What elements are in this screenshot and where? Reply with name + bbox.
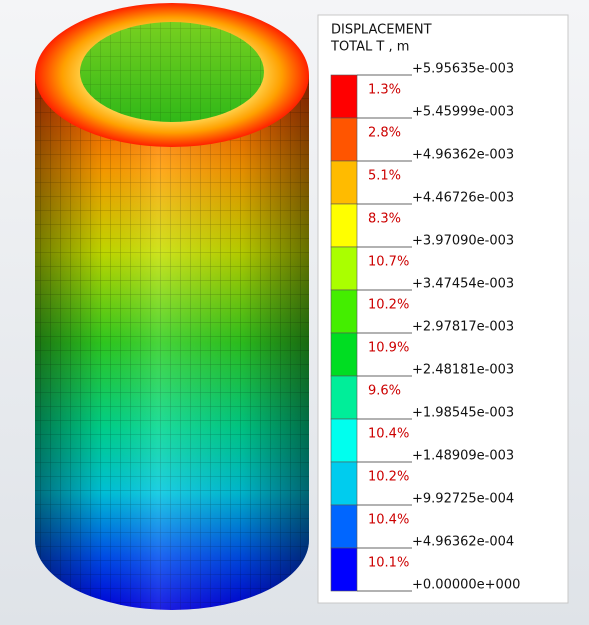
band-percent: 10.2% [368,298,409,313]
limit-label: +2.48181e-003 [412,363,514,378]
color-band [331,204,357,247]
color-band [331,247,357,290]
limit-label: +1.48909e-003 [412,449,514,464]
limit-label: +9.92725e-004 [412,492,514,507]
band-percent: 10.4% [368,427,409,442]
limit-label: +0.00000e+000 [412,578,520,593]
band-percent: 10.4% [368,513,409,528]
screenshot: DISPLACEMENT TOTAL T , m 1.3% 2.8% 5.1% 8.3% 1… [0,0,589,625]
limit-label: +4.96362e-004 [412,535,514,550]
band-percent: 8.3% [368,212,401,227]
limit-label: +3.97090e-003 [412,234,514,249]
cylinder-model [35,3,309,620]
color-band [331,333,357,376]
color-band [331,419,357,462]
limit-label: +1.98545e-003 [412,406,514,421]
color-band [331,290,357,333]
limit-label: +5.95635e-003 [412,62,514,77]
limit-label: +5.45999e-003 [412,105,514,120]
color-band [331,376,357,419]
color-band [331,462,357,505]
color-band [331,548,357,591]
viewport: DISPLACEMENT TOTAL T , m 1.3% 2.8% 5.1% 8.3% 1… [0,0,589,625]
limit-label: +4.46726e-003 [412,191,514,206]
band-percent: 10.1% [368,556,409,571]
color-band [331,118,357,161]
color-band [331,75,357,118]
band-percent: 2.8% [368,126,401,141]
band-percent: 10.2% [368,470,409,485]
band-percent: 5.1% [368,169,401,184]
limit-label: +3.47454e-003 [412,277,514,292]
limit-label: +2.97817e-003 [412,320,514,335]
legend: DISPLACEMENT TOTAL T , m 1.3% 2.8% 5.1% 8.3% 1… [318,15,568,603]
limit-label: +4.96362e-003 [412,148,514,163]
band-percent: 1.3% [368,83,401,98]
band-percent: 9.6% [368,384,401,399]
color-band [331,505,357,548]
band-percent: 10.9% [368,341,409,356]
legend-title: DISPLACEMENT [331,23,432,38]
color-band [331,161,357,204]
legend-title: TOTAL T , m [330,40,409,55]
band-percent: 10.7% [368,255,409,270]
